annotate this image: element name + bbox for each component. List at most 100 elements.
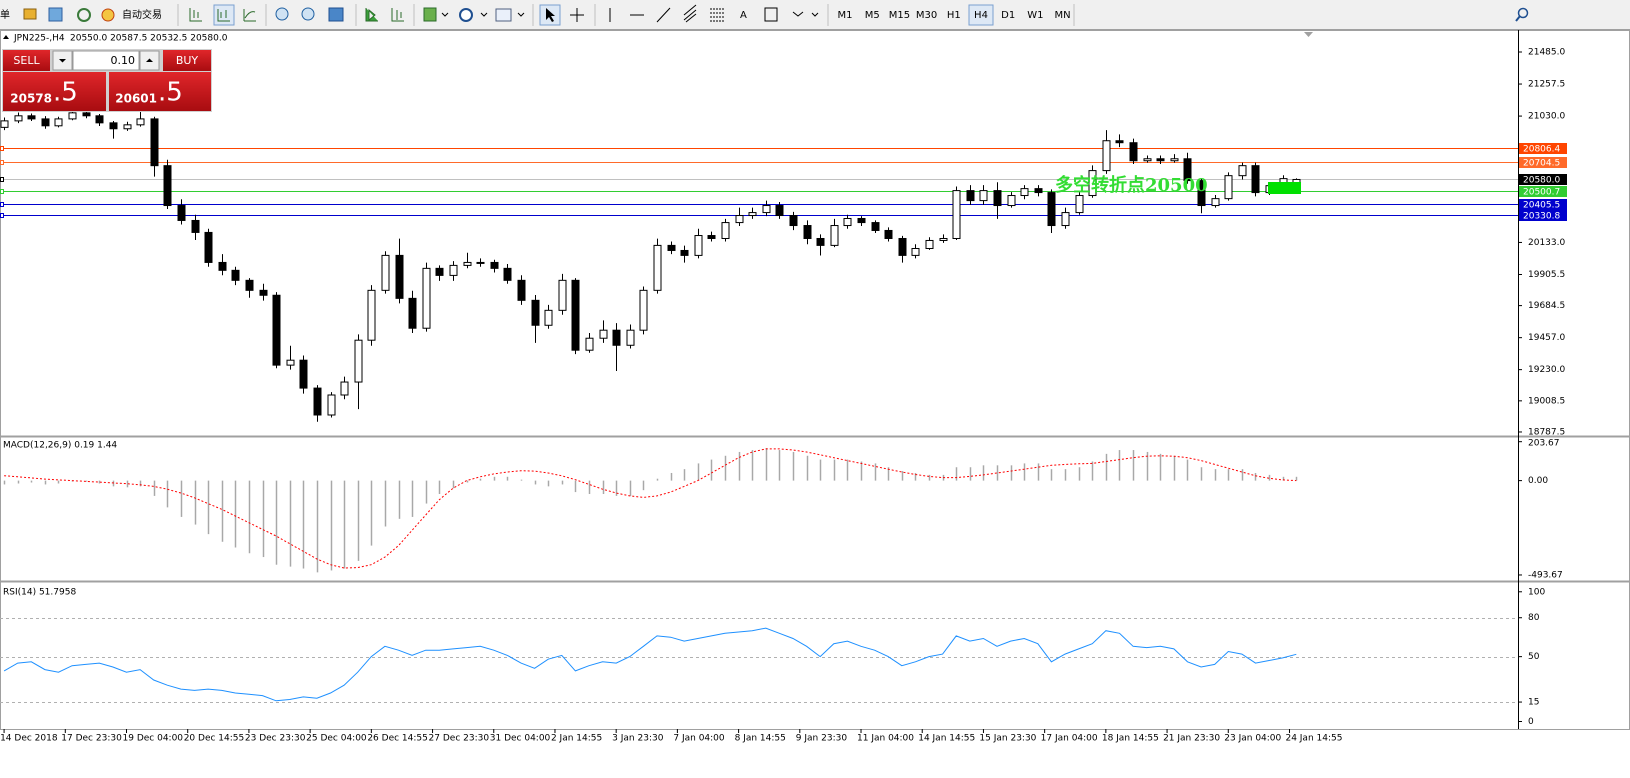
candle-body bbox=[54, 118, 63, 127]
x-tick-label: 21 Jan 23:30 bbox=[1163, 734, 1220, 744]
candle-body bbox=[95, 115, 104, 124]
candle-body bbox=[367, 289, 376, 341]
candle-body bbox=[408, 297, 417, 329]
candle-body bbox=[966, 190, 975, 202]
bid-frac[interactable]: .5 bbox=[53, 78, 78, 108]
x-tick-label: 18 Jan 14:55 bbox=[1102, 734, 1159, 744]
candle-body bbox=[1197, 180, 1206, 207]
dropdown[interactable] bbox=[441, 12, 449, 17]
annotation[interactable]: 多空转折点20500 bbox=[1055, 174, 1208, 196]
level-label-bg bbox=[1519, 143, 1567, 154]
icon[interactable] bbox=[328, 7, 344, 22]
candle-body bbox=[1156, 158, 1165, 162]
icon[interactable] bbox=[23, 8, 37, 20]
sell-button[interactable] bbox=[3, 50, 50, 71]
icon[interactable]: A bbox=[740, 10, 747, 21]
icon[interactable] bbox=[495, 8, 512, 22]
x-tick-label: 7 Jan 04:00 bbox=[673, 734, 725, 744]
bid-main[interactable]: 20578 bbox=[10, 92, 52, 106]
trade-panel: SELL 0.10 BUY 20578 .5 20601 .5 bbox=[2, 49, 212, 112]
y-tick-label: 50 bbox=[1528, 652, 1540, 662]
buy-button[interactable] bbox=[163, 50, 211, 71]
zoom-out[interactable] bbox=[301, 7, 315, 21]
timeframe-button[interactable]: M5 bbox=[865, 10, 880, 21]
candle-body bbox=[476, 261, 485, 264]
x-tick-label: 23 Dec 23:30 bbox=[245, 734, 306, 744]
x-tick-label: 31 Dec 04:00 bbox=[490, 734, 551, 744]
auto-trading-button[interactable]: 自动交易 bbox=[122, 8, 162, 21]
x-tick-label: 2 Jan 14:55 bbox=[551, 734, 602, 744]
candle-body bbox=[327, 394, 336, 416]
chart-title: JPN225-,H4 bbox=[13, 34, 65, 44]
search-icon[interactable] bbox=[1515, 15, 1521, 22]
dropdown[interactable] bbox=[480, 12, 488, 17]
marked-box[interactable] bbox=[1268, 182, 1301, 194]
rsi-title: RSI(14) 51.7958 bbox=[3, 588, 76, 598]
icon[interactable] bbox=[792, 11, 804, 17]
icon[interactable] bbox=[77, 8, 91, 22]
cut-button[interactable]: 单 bbox=[0, 9, 10, 21]
shift-marker[interactable] bbox=[1304, 32, 1313, 37]
x-tick-label: 27 Dec 23:30 bbox=[429, 734, 490, 744]
candle-body bbox=[911, 247, 920, 256]
timeframe-button[interactable]: H1 bbox=[947, 10, 961, 21]
volume[interactable]: 0.10 bbox=[111, 54, 136, 67]
candle-body bbox=[1061, 212, 1070, 227]
x-tick-label: 20 Dec 14:55 bbox=[184, 734, 245, 744]
auto-trading-icon[interactable] bbox=[101, 8, 115, 22]
zoom-in[interactable] bbox=[275, 7, 289, 21]
timeframe-active[interactable] bbox=[968, 4, 994, 26]
icon[interactable] bbox=[570, 8, 584, 22]
icon[interactable] bbox=[189, 8, 202, 22]
candle-body bbox=[816, 237, 825, 246]
icon[interactable] bbox=[423, 7, 437, 22]
candle-body bbox=[136, 118, 145, 126]
timeframe-button[interactable]: M1 bbox=[838, 10, 853, 21]
candle-body bbox=[1034, 188, 1043, 194]
icon-active[interactable] bbox=[213, 4, 235, 26]
y-tick-label: 15 bbox=[1528, 698, 1539, 708]
candle-body bbox=[830, 225, 839, 246]
sell-label[interactable]: SELL bbox=[13, 54, 40, 67]
timeframe-button[interactable]: D1 bbox=[1001, 10, 1015, 21]
x-tick-label: 15 Jan 23:30 bbox=[979, 734, 1036, 744]
bid-button[interactable] bbox=[3, 72, 106, 111]
candle-body bbox=[626, 329, 635, 346]
icon[interactable] bbox=[683, 4, 697, 23]
dropdown[interactable] bbox=[517, 12, 525, 17]
timeframe-button[interactable]: M15 bbox=[889, 10, 910, 21]
timeframe-button[interactable]: H4 bbox=[974, 10, 988, 21]
timeframe-button[interactable]: MN bbox=[1055, 10, 1071, 21]
ask-frac[interactable]: .5 bbox=[158, 78, 183, 108]
candle-body bbox=[531, 299, 540, 326]
icon[interactable] bbox=[391, 8, 404, 22]
ask-button[interactable] bbox=[109, 72, 211, 111]
candle-body bbox=[775, 205, 784, 217]
x-tick-label: 9 Jan 23:30 bbox=[796, 734, 848, 744]
candle-body bbox=[27, 115, 36, 120]
icon[interactable] bbox=[656, 7, 671, 23]
timeframe-button[interactable]: W1 bbox=[1027, 10, 1043, 21]
candle-body bbox=[1129, 142, 1138, 162]
level-label: 20704.5 bbox=[1523, 159, 1560, 169]
candle-body bbox=[286, 359, 295, 366]
icon[interactable] bbox=[764, 7, 778, 22]
icon[interactable] bbox=[459, 8, 473, 22]
icon[interactable] bbox=[217, 9, 230, 22]
candle-body bbox=[599, 329, 608, 339]
timeframe-button[interactable]: M30 bbox=[916, 10, 937, 21]
icon[interactable] bbox=[48, 7, 63, 22]
candle-body bbox=[871, 222, 880, 231]
icon[interactable] bbox=[546, 8, 555, 22]
buy-label[interactable]: BUY bbox=[176, 54, 199, 67]
icon[interactable] bbox=[243, 9, 256, 22]
candle-body bbox=[993, 190, 1002, 207]
dropdown[interactable] bbox=[811, 12, 819, 17]
search-icon[interactable] bbox=[1517, 7, 1529, 19]
icon[interactable] bbox=[365, 8, 378, 22]
icon[interactable] bbox=[710, 8, 724, 22]
volume-input[interactable] bbox=[72, 50, 140, 71]
ask-main[interactable]: 20601 bbox=[115, 92, 157, 106]
